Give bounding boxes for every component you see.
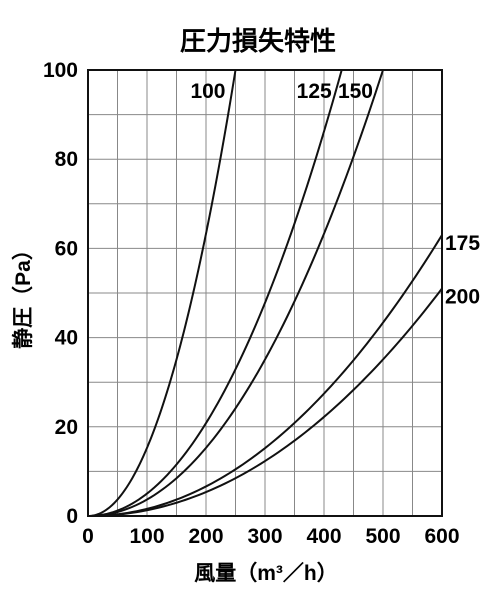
y-axis-label: 静圧（Pa） [11, 239, 35, 349]
curve-label-125: 125 [297, 80, 332, 103]
curve-100 [87, 69, 237, 517]
x-tick-labels: 0 100 200 300 400 500 600 [82, 525, 459, 548]
y-tick-label: 20 [55, 416, 78, 439]
x-tick-label: 100 [129, 525, 164, 548]
y-tick-label: 100 [43, 59, 78, 82]
x-tick-label: 400 [306, 525, 341, 548]
curve-175 [87, 234, 443, 517]
x-tick-label: 0 [82, 525, 94, 548]
x-axis-label: 風量（m³／h） [194, 561, 338, 585]
x-tick-label: 200 [188, 525, 223, 548]
curve-labels: 100 125 150 175 200 [190, 80, 480, 309]
curve-125 [87, 69, 343, 517]
x-tick-label: 500 [365, 525, 400, 548]
y-tick-labels: 0 20 40 60 80 100 [43, 59, 78, 528]
y-tick-label: 0 [66, 505, 78, 528]
curve-label-150: 150 [338, 80, 373, 103]
y-tick-label: 80 [55, 148, 78, 171]
curve-label-100: 100 [190, 80, 225, 103]
x-tick-label: 300 [247, 525, 282, 548]
curve-label-175: 175 [445, 232, 480, 255]
curve-label-200: 200 [445, 286, 480, 309]
curves [87, 69, 443, 517]
curve-200 [87, 287, 443, 517]
chart-title: 圧力損失特性 [180, 26, 336, 56]
curve-150 [87, 69, 384, 517]
y-tick-label: 40 [55, 327, 78, 350]
plot-frame [87, 69, 443, 517]
grid [88, 70, 442, 516]
y-tick-label: 60 [55, 237, 78, 260]
x-tick-label: 600 [424, 525, 459, 548]
